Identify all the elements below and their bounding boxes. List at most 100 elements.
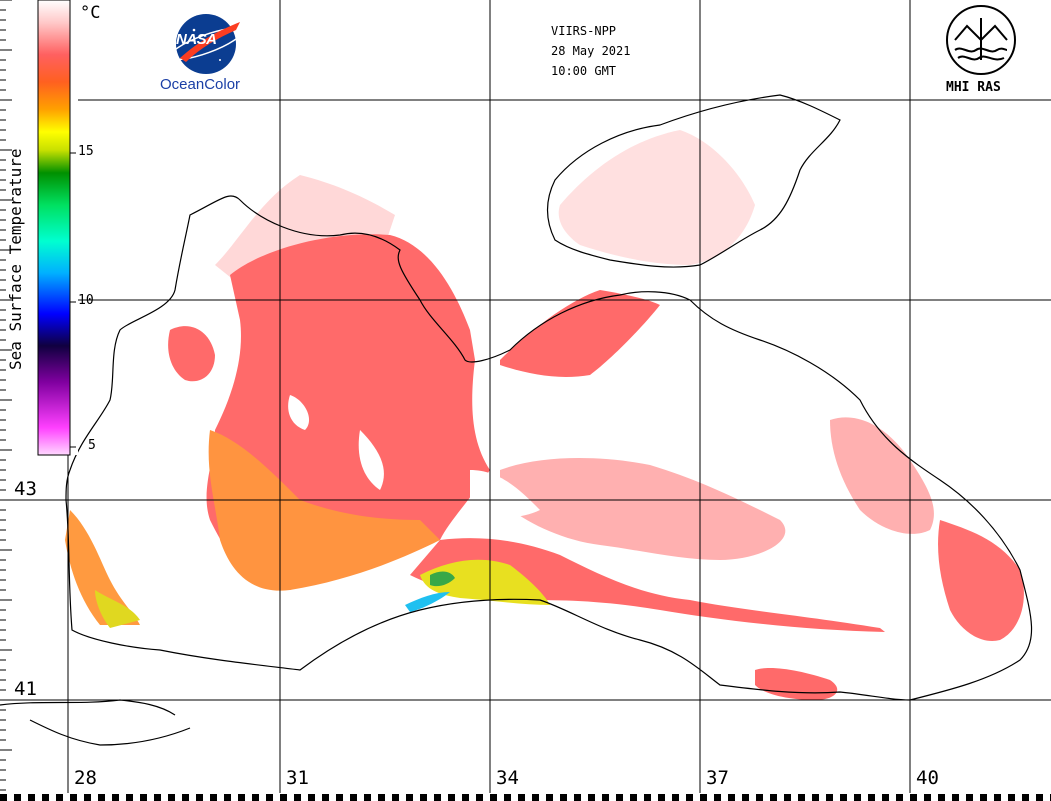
sst-patch [405,592,450,612]
sst-patch [830,417,934,534]
sst-patch [500,290,660,377]
ruler-segment [714,794,721,801]
colorbar-title: Sea Surface Temperature [6,148,25,370]
ruler-segment [840,794,847,801]
sst-patch [168,326,215,382]
satellite-name: VIIRS-NPP [551,24,617,38]
mhi-ras-wordmark: MHI RAS [946,80,1001,95]
ruler-segment [0,794,7,801]
ruler-segment [1008,794,1015,801]
ruler-segment [392,794,399,801]
cloud-gap [358,430,384,490]
ruler-segment [980,794,987,801]
ruler-segment [490,794,497,801]
ruler-segment [364,794,371,801]
cloud-gap [288,395,310,430]
ruler-segment [728,794,735,801]
sst-field [65,130,1024,700]
ruler-segment [616,794,623,801]
ruler-segment [350,794,357,801]
ruler-segment [126,794,133,801]
oceancolor-wordmark: OceanColor [160,76,241,93]
ruler-segment [42,794,49,801]
colorbar-tick-label: 5 [88,438,96,453]
scan-time: 10:00 GMT [551,64,617,78]
ruler-segment [154,794,161,801]
marmara-coast [29,719,191,746]
black-sea-coast [65,195,1033,701]
ruler-segment [266,794,273,801]
ruler-segment [770,794,777,801]
coastline [0,94,1033,746]
colorbar-tick-label: 15 [78,144,94,159]
ruler-segment [518,794,525,801]
ruler-segment [336,794,343,801]
lon-label-28: 28 [74,767,97,789]
sst-patch [95,590,140,628]
left-ruler [0,0,12,791]
ruler-segment [448,794,455,801]
sst-patch [755,668,838,700]
sst-patch [500,458,786,560]
mhi-logo [946,5,1016,75]
ruler-segment [938,794,945,801]
sst-patch [938,520,1024,641]
sst-patch [410,538,885,632]
lon-label-34: 34 [496,767,519,789]
ruler-segment [28,794,35,801]
ruler-segment [910,794,917,801]
ruler-segment [700,794,707,801]
colorbar-unit: °C [80,3,101,23]
ruler-segment [1022,794,1029,801]
ruler-segment [742,794,749,801]
ruler-segment [602,794,609,801]
ruler-segment [952,794,959,801]
ruler-segment [420,794,427,801]
sst-patch [558,130,755,265]
ruler-segment [868,794,875,801]
ruler-segment [588,794,595,801]
ruler-segment [686,794,693,801]
ruler-segment [224,794,231,801]
ruler-segment [966,794,973,801]
ruler-segment [140,794,147,801]
ruler-segment [630,794,637,801]
sst-patch [420,559,550,605]
bottom-ruler [0,794,1051,801]
ruler-segment [322,794,329,801]
ruler-segment [406,794,413,801]
ruler-segment [434,794,441,801]
ruler-segment [546,794,553,801]
ruler-segment [756,794,763,801]
sst-patch [208,430,440,591]
ruler-segment [56,794,63,801]
scan-date: 28 May 2021 [551,44,631,58]
ruler-segment [14,794,21,801]
ruler-segment [924,794,931,801]
ruler-segment [252,794,259,801]
ruler-segment [784,794,791,801]
ruler-segment [896,794,903,801]
lat-label-43: 43 [14,478,37,500]
ruler-segment [70,794,77,801]
colorbar [37,0,71,456]
cloud-gap [470,470,540,518]
ruler-segment [1036,794,1043,801]
lon-label-37: 37 [706,767,729,789]
ruler-segment [308,794,315,801]
azov-coast [546,94,841,268]
ruler-segment [98,794,105,801]
ruler-segment [168,794,175,801]
ruler-segment [84,794,91,801]
ruler-segment [504,794,511,801]
ruler-segment [854,794,861,801]
ruler-segment [798,794,805,801]
ruler-segment [182,794,189,801]
ruler-segment [294,794,301,801]
ruler-segment [644,794,651,801]
ruler-segment [476,794,483,801]
lon-label-40: 40 [916,767,939,789]
ruler-segment [658,794,665,801]
